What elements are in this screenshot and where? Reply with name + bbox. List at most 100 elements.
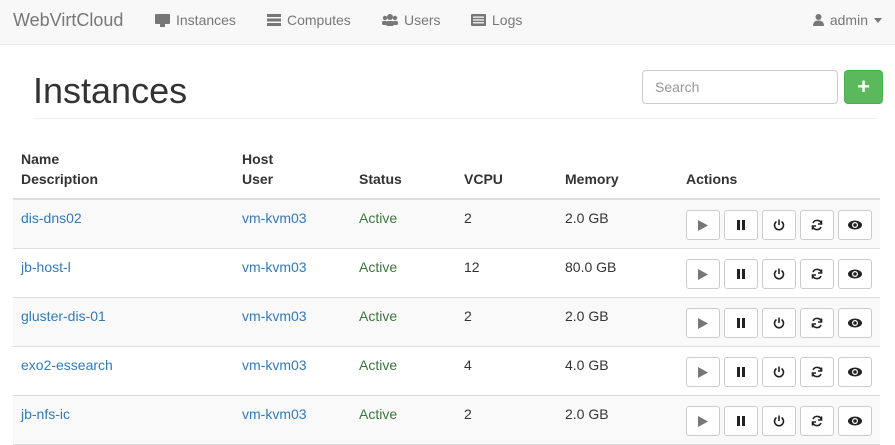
nav-computes[interactable]: Computes: [267, 12, 351, 28]
table-row: exo2-essearch vm-kvm03 Active 4 4.0 GB: [13, 346, 880, 396]
power-button[interactable]: [762, 259, 796, 289]
host-link[interactable]: vm-kvm03: [242, 308, 307, 324]
cell-name: dis-dns02: [13, 198, 234, 249]
pause-button[interactable]: [724, 210, 758, 240]
play-button[interactable]: [686, 406, 720, 436]
power-button[interactable]: [762, 308, 796, 338]
refresh-button[interactable]: [800, 210, 834, 240]
play-button[interactable]: [686, 308, 720, 338]
refresh-icon: [811, 366, 823, 378]
cell-actions: [678, 248, 880, 298]
refresh-button[interactable]: [800, 406, 834, 436]
play-icon: [698, 415, 708, 427]
header-description: Description: [21, 171, 99, 187]
host-link[interactable]: vm-kvm03: [242, 210, 307, 226]
eye-button[interactable]: [838, 308, 872, 338]
power-icon: [773, 415, 785, 427]
col-status: Status: [351, 145, 456, 200]
nav-users[interactable]: Users: [382, 12, 441, 28]
header-name: Name: [21, 151, 60, 167]
status-text: Active: [351, 395, 456, 445]
instance-link[interactable]: jb-nfs-ic: [21, 406, 71, 422]
cell-host: vm-kvm03: [234, 346, 351, 396]
eye-icon: [848, 220, 862, 230]
host-link[interactable]: vm-kvm03: [242, 357, 307, 373]
user-icon: [812, 14, 824, 26]
eye-button[interactable]: [838, 357, 872, 387]
pause-button[interactable]: [724, 308, 758, 338]
refresh-button[interactable]: [800, 308, 834, 338]
memory-value: 2.0 GB: [557, 198, 678, 249]
table-row: dis-dns02 vm-kvm03 Active 2 2.0 GB: [13, 198, 880, 249]
add-instance-button[interactable]: +: [844, 70, 883, 104]
cell-actions: [678, 198, 880, 249]
header-user: User: [242, 171, 274, 187]
vcpu-value: 4: [456, 346, 557, 396]
play-icon: [698, 268, 708, 280]
memory-value: 2.0 GB: [557, 395, 678, 445]
eye-icon: [848, 269, 862, 279]
server-icon: [267, 14, 281, 26]
cell-actions: [678, 395, 880, 445]
col-vcpu: VCPU: [456, 145, 557, 200]
cell-actions: [678, 346, 880, 396]
users-icon: [382, 14, 398, 26]
cell-name: jb-host-l: [13, 248, 234, 298]
pause-button[interactable]: [724, 357, 758, 387]
refresh-icon: [811, 219, 823, 231]
pause-icon: [737, 367, 745, 377]
instance-link[interactable]: dis-dns02: [21, 210, 82, 226]
brand[interactable]: WebVirtCloud: [13, 10, 124, 30]
pause-icon: [737, 416, 745, 426]
eye-button[interactable]: [838, 259, 872, 289]
vcpu-value: 2: [456, 395, 557, 445]
memory-value: 80.0 GB: [557, 248, 678, 298]
instance-link[interactable]: exo2-essearch: [21, 357, 113, 373]
eye-icon: [848, 318, 862, 328]
nav-instances[interactable]: Instances: [155, 12, 236, 28]
nav-label: Users: [404, 12, 441, 28]
refresh-button[interactable]: [800, 259, 834, 289]
cell-name: jb-nfs-ic: [13, 395, 234, 445]
user-menu[interactable]: admin: [812, 12, 882, 28]
header-host: Host: [242, 151, 274, 167]
vcpu-value: 2: [456, 198, 557, 249]
monitor-icon: [155, 13, 170, 27]
status-text: Active: [351, 198, 456, 249]
power-icon: [773, 219, 785, 231]
instance-link[interactable]: jb-host-l: [21, 259, 71, 275]
refresh-button[interactable]: [800, 357, 834, 387]
cell-host: vm-kvm03: [234, 248, 351, 298]
host-link[interactable]: vm-kvm03: [242, 406, 307, 422]
eye-icon: [848, 416, 862, 426]
status-text: Active: [351, 346, 456, 396]
play-button[interactable]: [686, 259, 720, 289]
refresh-icon: [811, 317, 823, 329]
host-link[interactable]: vm-kvm03: [242, 259, 307, 275]
table-row: jb-host-l vm-kvm03 Active 12 80.0 GB: [13, 248, 880, 298]
play-button[interactable]: [686, 210, 720, 240]
play-icon: [698, 366, 708, 378]
status-text: Active: [351, 248, 456, 298]
power-button[interactable]: [762, 357, 796, 387]
power-icon: [773, 268, 785, 280]
pause-button[interactable]: [724, 259, 758, 289]
eye-button[interactable]: [838, 210, 872, 240]
page-title: Instances: [33, 70, 188, 111]
power-icon: [773, 317, 785, 329]
pause-icon: [737, 318, 745, 328]
refresh-icon: [811, 268, 823, 280]
status-text: Active: [351, 297, 456, 347]
vcpu-value: 12: [456, 248, 557, 298]
search-input[interactable]: [642, 70, 838, 104]
pause-icon: [737, 269, 745, 279]
eye-button[interactable]: [838, 406, 872, 436]
power-button[interactable]: [762, 406, 796, 436]
instance-link[interactable]: gluster-dis-01: [21, 308, 106, 324]
memory-value: 4.0 GB: [557, 346, 678, 396]
power-button[interactable]: [762, 210, 796, 240]
play-button[interactable]: [686, 357, 720, 387]
nav-logs[interactable]: Logs: [471, 12, 522, 28]
navbar: WebVirtCloud Instances Computes Users Lo…: [0, 0, 895, 45]
pause-button[interactable]: [724, 406, 758, 436]
